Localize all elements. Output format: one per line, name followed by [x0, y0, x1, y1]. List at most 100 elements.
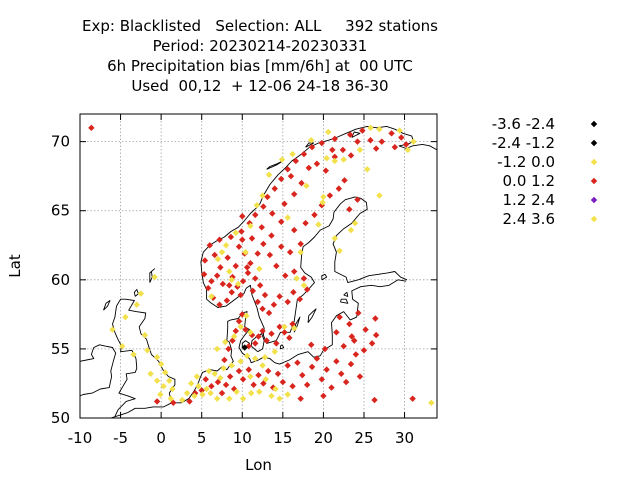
- data-point: [289, 150, 296, 158]
- data-point: [260, 203, 267, 210]
- data-point: [211, 251, 218, 259]
- legend-marker: [590, 215, 598, 223]
- data-point: [367, 137, 374, 144]
- title-line-4: Used 00,12 + 12-06 24-18 36-30: [131, 77, 389, 95]
- data-point: [213, 395, 221, 402]
- coastline-path: [266, 160, 284, 170]
- legend-label: 2.4 3.6: [503, 210, 555, 228]
- data-point: [247, 373, 254, 380]
- data-point: [308, 143, 316, 151]
- data-point: [195, 383, 202, 390]
- data-point: [254, 250, 261, 257]
- data-point: [276, 323, 283, 330]
- data-point: [331, 235, 338, 242]
- data-point: [360, 347, 368, 354]
- y-tick-label: 70: [51, 133, 70, 151]
- data-point: [289, 383, 296, 390]
- coastline-path: [339, 298, 349, 304]
- data-point: [245, 366, 252, 373]
- legend-label: 0.0 1.2: [503, 172, 555, 190]
- data-point: [253, 202, 261, 209]
- data-point: [268, 330, 275, 337]
- data-point: [88, 124, 95, 132]
- data-point: [273, 340, 280, 347]
- data-point: [228, 276, 235, 284]
- data-point: [255, 371, 262, 379]
- data-point: [239, 278, 247, 285]
- x-tick-label: 0: [156, 429, 166, 447]
- y-tick-label: 60: [51, 271, 70, 289]
- data-point: [259, 327, 266, 335]
- x-tick-label: -5: [113, 429, 128, 447]
- data-point: [299, 371, 306, 379]
- data-point: [238, 228, 245, 235]
- data-point: [208, 278, 215, 285]
- legend-label: -2.4 -1.2: [492, 134, 555, 152]
- data-point: [362, 326, 369, 333]
- data-point: [291, 190, 298, 198]
- x-tick-label: -10: [68, 429, 93, 447]
- data-point: [321, 345, 329, 353]
- legend: -3.6 -2.4-2.4 -1.2-1.2 0.00.0 1.21.2 2.4…: [492, 115, 598, 228]
- data-point: [278, 156, 286, 163]
- data-point: [237, 291, 244, 299]
- data-point: [346, 206, 353, 213]
- data-point: [242, 248, 249, 256]
- data-point: [318, 376, 325, 383]
- data-point: [398, 134, 405, 141]
- data-point: [322, 167, 330, 174]
- data-point: [206, 242, 214, 249]
- data-point: [244, 269, 252, 277]
- x-axis-label: Lon: [245, 456, 272, 474]
- grid: [80, 114, 437, 418]
- x-tick-label: 5: [197, 429, 207, 447]
- axis-ticks: -10 -5 0 5 10 15 20 25 30 50 55 60 65 70: [51, 114, 437, 447]
- data-point: [284, 166, 291, 173]
- legend-label: -1.2 0.0: [497, 153, 555, 171]
- data-point: [367, 124, 374, 132]
- data-point: [153, 377, 161, 384]
- data-point: [250, 381, 257, 389]
- data-point: [313, 160, 321, 167]
- data-point: [239, 213, 246, 220]
- data-point: [262, 376, 270, 383]
- data-point: [213, 272, 221, 279]
- data-point: [243, 352, 251, 360]
- data-point: [291, 268, 298, 275]
- y-tick-label: 50: [51, 409, 70, 427]
- data-point: [328, 384, 335, 391]
- legend-marker: [590, 120, 598, 128]
- data-point: [300, 282, 308, 289]
- data-point: [346, 131, 354, 138]
- data-point: [333, 358, 340, 365]
- data-point: [252, 211, 259, 219]
- data-point: [308, 363, 316, 371]
- data-point: [191, 392, 198, 400]
- data-point: [268, 392, 275, 400]
- data-point: [274, 370, 282, 377]
- data-point: [311, 211, 318, 219]
- legend-marker: [590, 196, 598, 204]
- data-point: [284, 362, 291, 369]
- x-tick-label: 10: [233, 429, 252, 447]
- data-point: [303, 286, 311, 293]
- data-point: [320, 392, 327, 400]
- data-point: [342, 378, 350, 386]
- data-point: [223, 297, 231, 304]
- data-point: [169, 385, 176, 393]
- data-point: [279, 378, 287, 386]
- data-point: [118, 342, 126, 350]
- data-point: [226, 282, 233, 289]
- data-point: [278, 243, 285, 250]
- data-point: [221, 356, 228, 364]
- data-point: [228, 289, 235, 296]
- data-point: [298, 179, 305, 187]
- data-point: [226, 373, 234, 380]
- legend-marker: [590, 139, 598, 147]
- data-point: [239, 236, 246, 243]
- data-point: [186, 398, 193, 405]
- data-point: [230, 333, 238, 340]
- y-tick-label: 55: [51, 340, 70, 358]
- coastline-path: [279, 344, 285, 350]
